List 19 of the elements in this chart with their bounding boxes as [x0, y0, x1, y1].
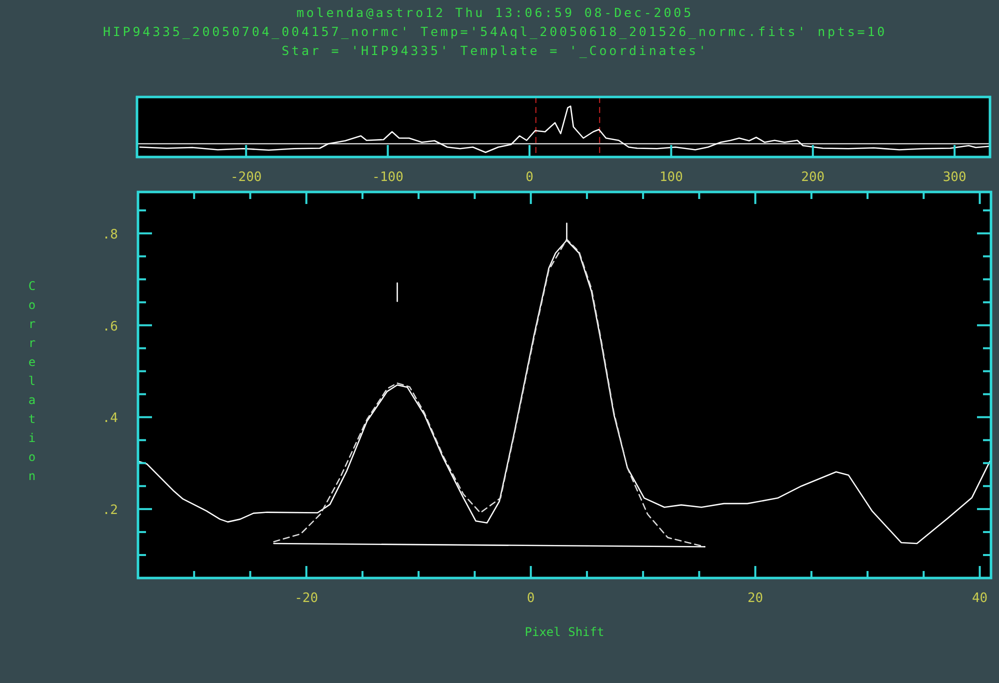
y-tick-label: .6	[102, 319, 118, 334]
x-tick-label: 20	[747, 591, 764, 606]
x-tick-label: -200	[230, 170, 262, 185]
text: Correlation	[28, 279, 36, 483]
x-tick-label: 0	[526, 170, 534, 185]
x-tick-label: 200	[801, 170, 825, 185]
y-tick-label: .4	[102, 411, 118, 426]
chart-title: molenda@astro12 Thu 13:06:59 08-Dec-2005	[296, 5, 694, 20]
x-tick-label: 40	[972, 591, 988, 606]
y-tick-label: .8	[102, 227, 118, 242]
x-tick-label: -20	[294, 591, 318, 606]
chart-subtitle: HIP94335_20050704_004157_normc' Temp='54Aql_20050618_201526_normc.fits' npts=10	[102, 24, 888, 39]
x-tick-label: 300	[942, 170, 966, 185]
x-tick-label: -100	[372, 170, 404, 185]
text: Star = 'HIP94335' Template = '_Coordinates'	[282, 43, 708, 58]
x-tick-label: 100	[659, 170, 683, 185]
y-tick-label: .2	[102, 503, 118, 518]
x-tick-label: 0	[526, 591, 535, 606]
x-axis-title: Pixel Shift	[524, 625, 604, 639]
